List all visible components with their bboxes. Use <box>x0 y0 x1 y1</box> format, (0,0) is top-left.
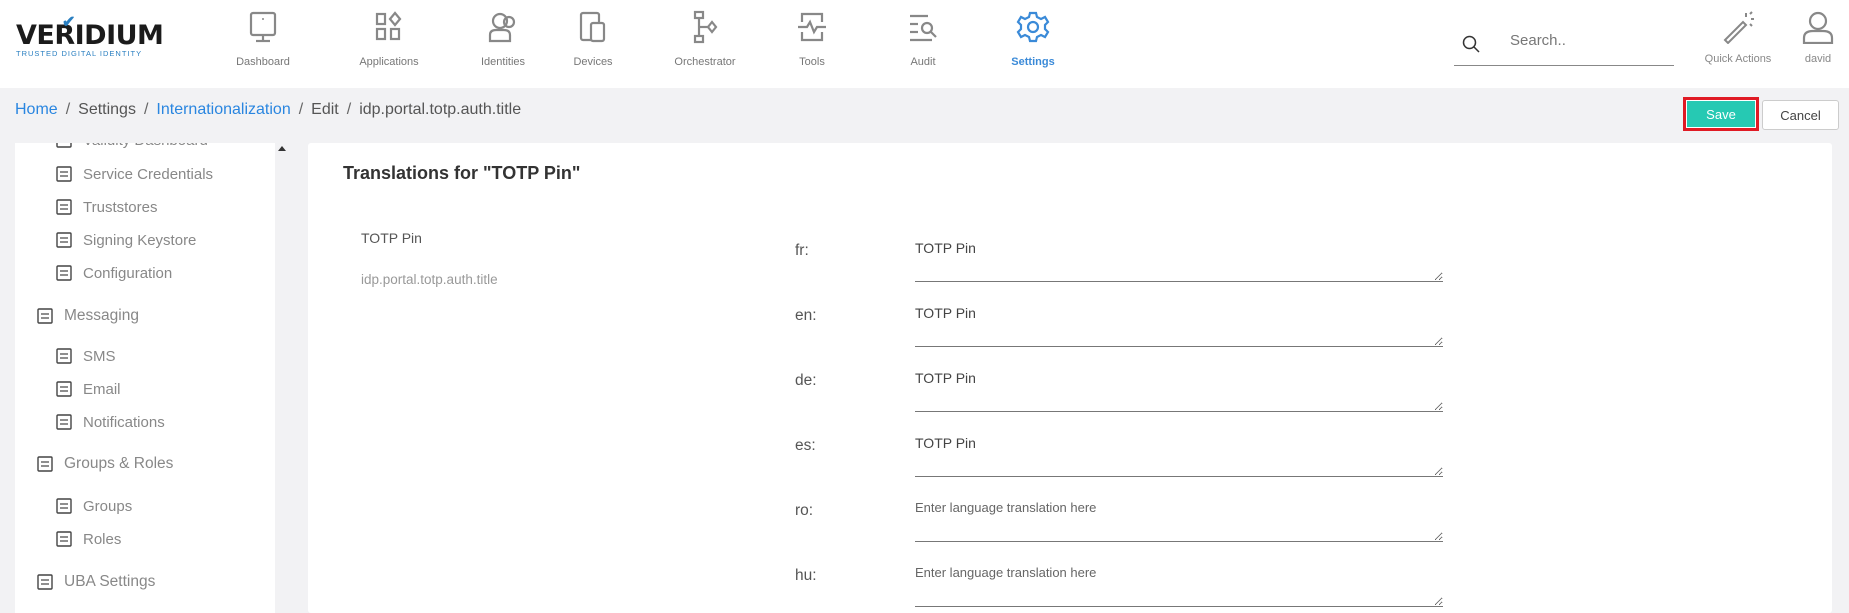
sidebar-item-service-credentials[interactable]: Service Credentials <box>55 165 213 183</box>
network-icon <box>37 574 53 590</box>
at-icon <box>56 381 72 397</box>
search-box <box>1454 24 1674 66</box>
page-title: Translations for "TOTP Pin" <box>343 163 581 183</box>
roles-icon <box>56 531 72 547</box>
keystore-icon <box>56 232 72 248</box>
monitor-icon <box>249 11 277 43</box>
user-icon <box>1802 11 1834 44</box>
groups-roles-icon <box>37 456 53 472</box>
lang-label-en: en: <box>795 307 817 324</box>
lang-label-ro: ro: <box>795 502 814 519</box>
flow-icon <box>693 10 718 44</box>
translation-input-fr[interactable] <box>915 240 1443 282</box>
sidebar-item-sms[interactable]: SMS <box>55 347 116 365</box>
breadcrumb-settings: Settings <box>78 101 136 118</box>
nav-settings[interactable]: Settings <box>978 10 1088 68</box>
nav-identities[interactable]: Identities <box>448 10 558 68</box>
nav-applications[interactable]: Applications <box>334 10 444 68</box>
translation-input-de[interactable] <box>915 370 1443 412</box>
sms-icon <box>56 348 72 364</box>
quick-actions-button[interactable]: Quick Actions <box>1693 10 1783 65</box>
document-icon <box>56 166 72 182</box>
nav-orchestrator[interactable]: Orchestrator <box>650 10 760 68</box>
scroll-up-arrow[interactable] <box>278 146 286 151</box>
user-menu[interactable]: david <box>1773 10 1849 65</box>
sidebar-item-validity-dashboard[interactable]: Validity Dashboard <box>55 143 208 149</box>
sidebar-item-groups-roles[interactable]: Groups & Roles <box>36 455 173 473</box>
pulse-icon <box>798 12 826 42</box>
search-icon[interactable] <box>1462 35 1480 53</box>
lang-label-hu: hu: <box>795 567 817 584</box>
breadcrumb-home[interactable]: Home <box>15 101 58 118</box>
magic-wand-icon <box>1723 11 1754 44</box>
sidebar-item-uba-settings[interactable]: UBA Settings <box>36 573 155 591</box>
store-icon <box>56 199 72 215</box>
gear-icon <box>1016 11 1050 43</box>
wrench-icon <box>56 265 72 281</box>
field-name: TOTP Pin <box>361 230 422 246</box>
nav-audit[interactable]: Audit <box>868 10 978 68</box>
veridium-logo[interactable]: ✔ VERIDIUM TRUSTED DIGITAL IDENTITY <box>16 14 164 58</box>
save-highlight: Save <box>1683 97 1759 131</box>
sidebar: Validity Dashboard Service Credentials Tru… <box>15 143 275 613</box>
translation-input-ro[interactable] <box>915 500 1443 542</box>
dashboard-icon <box>56 143 72 148</box>
nav-tools[interactable]: Tools <box>757 10 867 68</box>
devices-icon <box>579 11 606 43</box>
logo-check-icon: ✔ <box>62 14 76 31</box>
save-button[interactable]: Save <box>1687 101 1755 127</box>
sidebar-item-roles[interactable]: Roles <box>55 530 121 548</box>
field-key: idp.portal.totp.auth.title <box>361 272 498 287</box>
translation-input-hu[interactable] <box>915 565 1443 607</box>
send-icon <box>37 308 53 324</box>
cancel-button[interactable]: Cancel <box>1762 100 1839 130</box>
breadcrumb-edit: Edit <box>311 101 339 118</box>
sidebar-item-configuration[interactable]: Configuration <box>55 264 172 282</box>
breadcrumb-current: idp.portal.totp.auth.title <box>359 101 522 118</box>
translation-input-en[interactable] <box>915 305 1443 347</box>
sidebar-item-truststores[interactable]: Truststores <box>55 198 157 216</box>
lang-label-es: es: <box>795 437 816 454</box>
users-icon <box>488 12 516 43</box>
search-input[interactable] <box>1510 32 1660 49</box>
group-icon <box>56 498 72 514</box>
apps-icon <box>375 11 402 41</box>
sidebar-item-notifications[interactable]: Notifications <box>55 413 165 431</box>
translation-input-es[interactable] <box>915 435 1443 477</box>
top-header: ✔ VERIDIUM TRUSTED DIGITAL IDENTITY Dash… <box>0 0 1849 88</box>
sidebar-item-messaging[interactable]: Messaging <box>36 307 139 325</box>
sidebar-item-groups[interactable]: Groups <box>55 497 132 515</box>
nav-dashboard[interactable]: Dashboard <box>208 10 318 68</box>
sidebar-item-signing-keystore[interactable]: Signing Keystore <box>55 231 196 249</box>
breadcrumb-internationalization[interactable]: Internationalization <box>156 101 291 118</box>
lang-label-fr: fr: <box>795 242 809 259</box>
sidebar-item-email[interactable]: Email <box>55 380 121 398</box>
list-icon <box>56 414 72 430</box>
translations-panel: Translations for "TOTP Pin" TOTP Pin idp… <box>308 143 1832 613</box>
audit-search-icon <box>910 14 937 42</box>
breadcrumb: Home / Settings / Internationalization / Edit /… <box>15 101 522 118</box>
lang-label-de: de: <box>795 372 817 389</box>
nav-devices[interactable]: Devices <box>538 10 648 68</box>
